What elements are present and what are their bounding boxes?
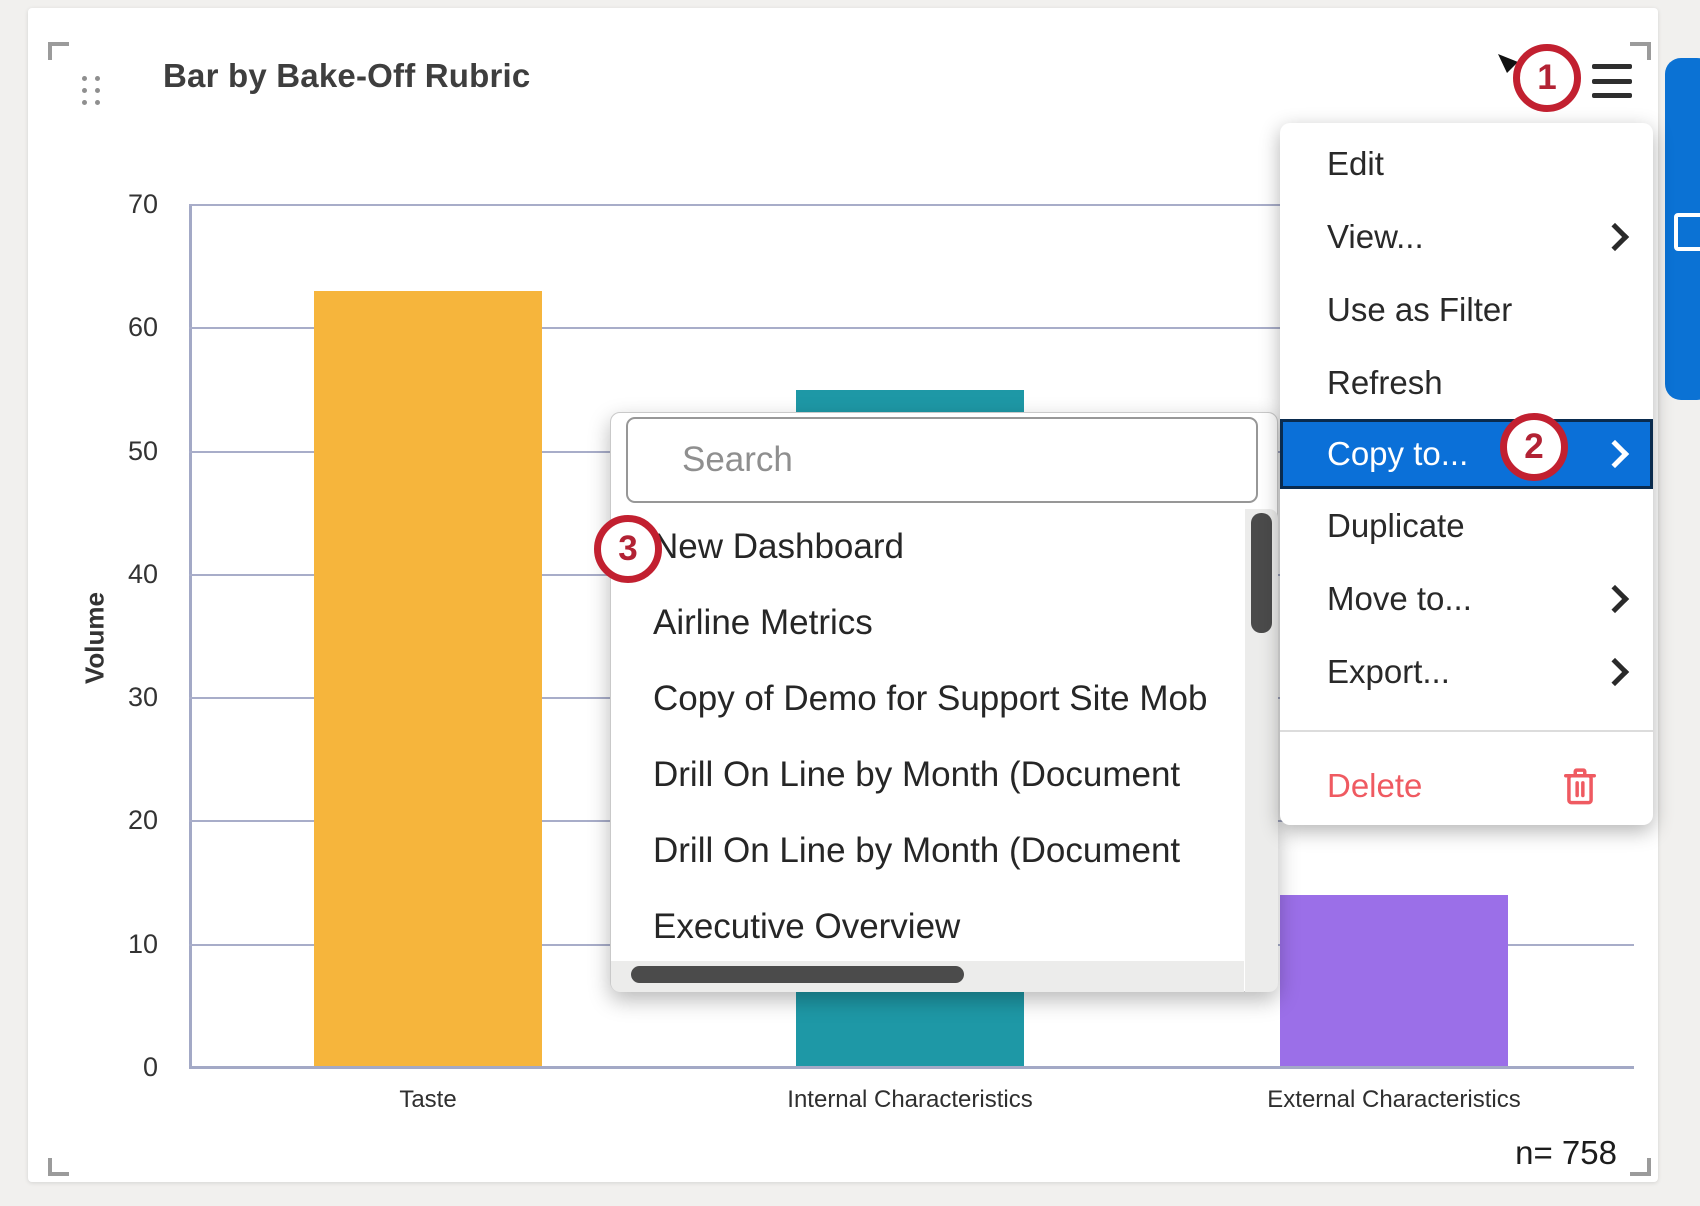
dashboard-list-item[interactable]: Drill On Line by Month (Document <box>653 755 1181 794</box>
delete-label: Delete <box>1327 767 1423 804</box>
chevron-right-icon <box>1600 222 1630 251</box>
y-tick-label-10: 10 <box>127 928 158 959</box>
selection-corner-top-left <box>48 42 69 60</box>
y-tick-label-40: 40 <box>127 558 158 589</box>
dashboard-list-item[interactable]: Airline Metrics <box>653 603 873 642</box>
x-category-label: Internal Characteristics <box>787 1086 1033 1113</box>
dashboard-list-item[interactable]: Copy of Demo for Support Site Mob <box>653 679 1208 718</box>
y-tick-label-50: 50 <box>127 435 158 466</box>
chevron-right-icon <box>1600 584 1630 613</box>
chevron-right-icon <box>1600 439 1630 469</box>
annotation-circle-1: 1 <box>1513 44 1581 112</box>
y-axis-title: Volume <box>79 592 110 684</box>
menu-item-export[interactable]: Export... <box>1280 635 1653 708</box>
horizontal-scrollbar-thumb[interactable] <box>631 966 964 983</box>
dashboard-list: New Dashboard Airline Metrics Copy of Demo… <box>611 509 1245 961</box>
menu-item-view[interactable]: View... <box>1280 200 1653 273</box>
selection-corner-bottom-left <box>48 1158 69 1176</box>
trash-icon <box>1561 765 1599 807</box>
widget-square-icon <box>1674 213 1700 251</box>
menu-item-refresh[interactable]: Refresh <box>1280 346 1653 419</box>
widget-context-menu: Edit View... Use as Filter Refresh Copy to..… <box>1280 123 1653 825</box>
menu-item-label: Use as Filter <box>1327 290 1513 328</box>
bar-taste[interactable] <box>314 291 542 1068</box>
dashboard-list-item[interactable]: New Dashboard <box>653 527 904 566</box>
menu-item-copy-to[interactable]: Copy to... <box>1280 419 1653 489</box>
menu-item-label: Move to... <box>1327 579 1472 617</box>
widget-drag-handle-icon[interactable] <box>82 76 105 106</box>
y-tick-label-70: 70 <box>127 188 158 219</box>
y-tick-label-30: 30 <box>127 682 158 713</box>
menu-divider <box>1280 730 1653 732</box>
annotation-circle-2: 2 <box>1500 413 1568 481</box>
menu-item-label: Export... <box>1327 652 1450 690</box>
collapsed-side-panel-tab[interactable] <box>1665 58 1700 400</box>
mouse-cursor <box>1498 54 1518 73</box>
y-tick-label-0: 0 <box>142 1052 158 1082</box>
menu-item-label: Duplicate <box>1327 506 1465 544</box>
selection-corner-bottom-right <box>1630 1158 1651 1176</box>
menu-item-label: Copy to... <box>1327 435 1469 472</box>
menu-item-use-as-filter[interactable]: Use as Filter <box>1280 273 1653 346</box>
chevron-right-icon <box>1600 657 1630 686</box>
x-category-label: External Characteristics <box>1267 1086 1521 1113</box>
menu-item-edit[interactable]: Edit <box>1280 127 1653 200</box>
menu-item-delete[interactable]: Delete <box>1280 748 1653 824</box>
x-category-label: Taste <box>399 1086 457 1113</box>
menu-item-duplicate[interactable]: Duplicate <box>1280 489 1653 562</box>
vertical-scrollbar-thumb[interactable] <box>1251 513 1272 633</box>
bar-external-characteristics[interactable] <box>1280 895 1508 1068</box>
widget-options-menu-icon[interactable] <box>1592 64 1632 98</box>
y-axis-line <box>189 205 192 1068</box>
dashboard-list-item[interactable]: Executive Overview <box>653 907 961 946</box>
gridline-60 <box>189 327 1634 330</box>
x-axis-line <box>189 1066 1634 1069</box>
menu-item-move-to[interactable]: Move to... <box>1280 562 1653 635</box>
search-input[interactable] <box>626 417 1258 503</box>
y-tick-label-60: 60 <box>127 312 158 343</box>
menu-item-label: Edit <box>1327 144 1384 182</box>
gridline-70 <box>189 203 1634 206</box>
copy-to-submenu-panel: New Dashboard Airline Metrics Copy of Demo… <box>610 412 1278 992</box>
selection-corner-top-right <box>1630 42 1651 60</box>
y-tick-label-20: 20 <box>127 805 158 836</box>
annotation-circle-3: 3 <box>594 515 662 583</box>
sample-size-label: n= 758 <box>1515 1134 1617 1171</box>
menu-item-label: View... <box>1327 217 1424 255</box>
widget-title: Bar by Bake-Off Rubric <box>163 57 531 94</box>
dashboard-list-item[interactable]: Drill On Line by Month (Document <box>653 831 1181 870</box>
menu-item-label: Refresh <box>1327 363 1443 401</box>
